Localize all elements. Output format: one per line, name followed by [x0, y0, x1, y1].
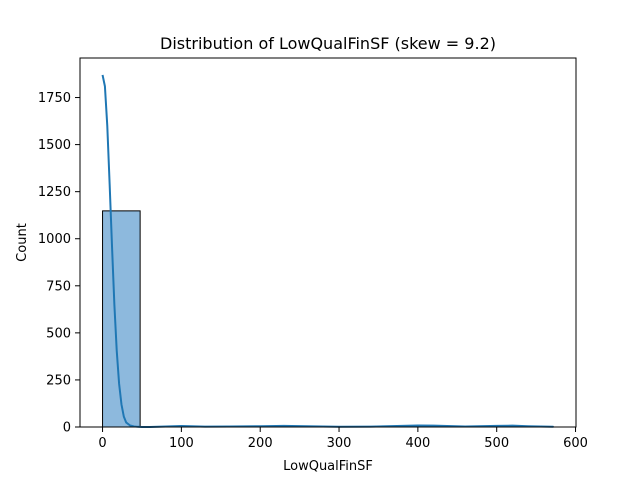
x-tick-label: 300: [327, 436, 352, 451]
x-tick-label: 400: [405, 436, 430, 451]
y-tick-label: 1750: [38, 91, 71, 106]
y-axis-ticks: 0 250 500 750 1000 1250 1500 1750: [38, 91, 80, 436]
x-axis-ticks: 0 100 200 300 400 500 600: [98, 427, 588, 451]
x-axis-label: LowQualFinSF: [283, 459, 373, 474]
x-tick-label: 100: [169, 436, 194, 451]
x-tick-label: 200: [248, 436, 273, 451]
y-tick-label: 750: [46, 279, 71, 294]
x-tick-label: 0: [98, 436, 106, 451]
y-axis-label: Count: [15, 223, 30, 262]
y-tick-label: 500: [46, 326, 71, 341]
y-tick-label: 0: [63, 421, 71, 436]
y-tick-label: 1000: [38, 232, 71, 247]
y-tick-label: 1500: [38, 138, 71, 153]
x-tick-label: 500: [484, 436, 509, 451]
histogram-bar: [102, 210, 141, 428]
x-tick-label: 600: [563, 436, 588, 451]
kde-line: [101, 74, 554, 428]
y-tick-label: 1250: [38, 185, 71, 200]
chart-title: Distribution of LowQualFinSF (skew = 9.2…: [160, 34, 496, 53]
y-tick-label: 250: [46, 373, 71, 388]
axes-frame: [79, 57, 577, 428]
